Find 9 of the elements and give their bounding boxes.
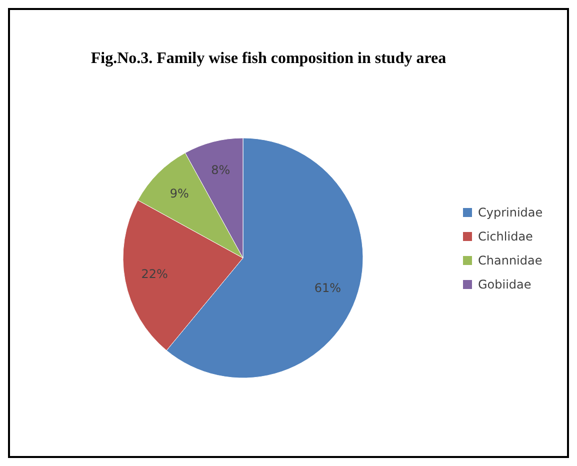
- data-label: 9%: [170, 186, 189, 201]
- data-label: 8%: [211, 163, 230, 178]
- legend-label: Channidae: [478, 253, 542, 268]
- data-label: 22%: [141, 267, 168, 282]
- legend-label: Cyprinidae: [478, 205, 543, 220]
- legend-label: Gobiidae: [478, 277, 532, 292]
- data-label: 61%: [314, 280, 342, 295]
- chart-title: Fig.No.3. Family wise fish composition in study area: [90, 50, 446, 67]
- legend-label: Cichlidae: [478, 229, 533, 244]
